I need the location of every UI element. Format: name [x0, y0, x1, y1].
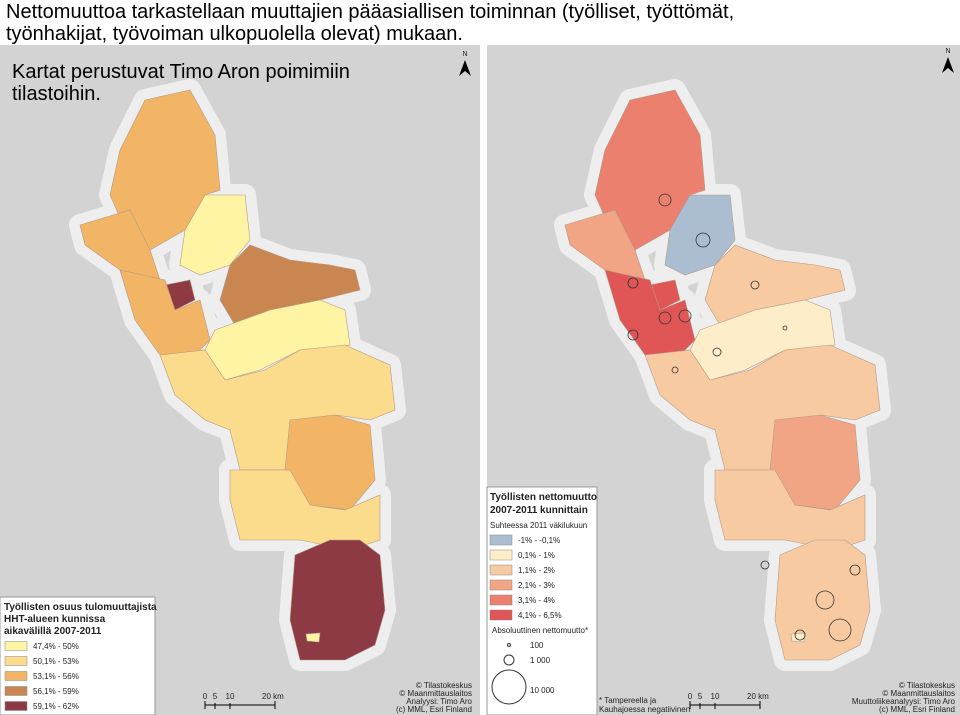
maps — [69, 79, 891, 671]
legend-items: 47,4% - 50% 50,1% - 53% 53,1% - 56% 56,1% -… — [4, 641, 79, 711]
legend-swatch — [489, 564, 513, 576]
legend-label: 0,1% - 1% — [518, 551, 555, 560]
size-symbol — [507, 643, 511, 647]
size-label: 1 000 — [530, 656, 551, 665]
migration-symbol — [849, 564, 861, 576]
migration-symbol — [695, 232, 711, 248]
scale-label: 10 — [226, 692, 235, 701]
legend-swatch — [4, 686, 28, 696]
scale-label: 20 km — [262, 692, 284, 701]
credit: © Maanmittauslaitos — [399, 689, 472, 698]
map — [69, 79, 406, 671]
map — [554, 79, 891, 671]
legend-swatch — [489, 609, 513, 621]
legend-title: Työllisten nettomuutto — [490, 492, 597, 503]
credit: © Tilastokeskus — [416, 681, 472, 690]
migration-symbol — [794, 629, 806, 641]
legend-swatch — [489, 549, 513, 561]
legend-swatch — [489, 534, 513, 546]
scale-label: 5 — [213, 692, 218, 701]
legend-subtitle: Suhteessa 2011 väkilukuun — [490, 521, 587, 530]
credit: (c) MML, Esri Finland — [879, 705, 955, 714]
credit: © Tilastokeskus — [899, 681, 955, 690]
footnote: Kauhajoessa negatiivinen — [599, 705, 690, 714]
north-arrow — [459, 60, 471, 76]
title-line: Nettomuuttoa tarkastellaan muuttajien pä… — [6, 1, 734, 23]
migration-symbol — [760, 560, 770, 570]
legend-label: 56,1% - 59% — [33, 687, 79, 696]
legend-label: 50,1% - 53% — [33, 657, 79, 666]
size-symbol — [491, 669, 527, 705]
left-scale: 0 5 10 20 km — [203, 692, 284, 709]
legend-swatch — [489, 579, 513, 591]
municipality — [305, 632, 321, 643]
footnote: * Tampereella ja — [599, 696, 657, 705]
migration-symbol — [627, 329, 639, 341]
migration-symbol — [658, 193, 672, 207]
migration-symbol — [782, 325, 788, 331]
legend-label: 53,1% - 56% — [33, 672, 79, 681]
credit: Muuttoliikeanalyysi: Timo Aro — [852, 697, 956, 706]
municipality — [714, 469, 866, 551]
credit: © Maanmittauslaitos — [882, 689, 955, 698]
north-label: N — [462, 51, 467, 58]
municipality — [644, 344, 881, 471]
legend-swatch — [4, 701, 28, 711]
size-legend-title: Absoluuttinen nettomuutto* — [492, 626, 588, 635]
legend-label: 3,1% - 4% — [518, 596, 555, 605]
size-symbol — [503, 654, 515, 666]
municipality — [664, 194, 736, 276]
title-line: työnhakijat, työvoiman ulkopuolella olev… — [6, 23, 463, 45]
subtitle-line: tilastoihin. — [12, 83, 101, 105]
municipality — [179, 194, 251, 276]
credit: Analyysi: Timo Aro — [406, 697, 472, 706]
migration-symbol — [627, 277, 639, 289]
migration-symbol — [815, 590, 835, 610]
legend-label: 1,1% - 2% — [518, 566, 555, 575]
municipality — [229, 469, 381, 551]
north-label: N — [945, 48, 950, 55]
scale-label: 20 km — [747, 692, 769, 701]
legend-swatch — [4, 641, 28, 651]
legend-title: 2007-2011 kunnittain — [490, 505, 588, 516]
legend-swatch — [489, 594, 513, 606]
legend-label: 47,4% - 50% — [33, 642, 79, 651]
subtitle-line: Kartat perustuvat Timo Aron poimimiin — [12, 61, 350, 83]
legend-label: 59,1% - 62% — [33, 702, 79, 711]
legend-swatch — [4, 656, 28, 666]
legend-swatch — [4, 671, 28, 681]
legend-items: -1% - -0,1% 0,1% - 1% 1,1% - 2% 2,1% - 3% 3,… — [489, 534, 562, 621]
migration-symbol — [828, 618, 852, 642]
legend-label: -1% - -0,1% — [518, 536, 560, 545]
legend-title: Työllisten osuus tulomuuttajista — [4, 602, 157, 613]
size-label: 10 000 — [530, 686, 555, 695]
scale-label: 5 — [698, 692, 703, 701]
credit: (c) MML, Esri Finland — [396, 705, 472, 714]
right-scale: 0 5 10 20 km — [688, 692, 769, 709]
migration-symbol — [712, 347, 722, 357]
migration-symbol — [750, 280, 760, 290]
scale-label: 0 — [688, 692, 693, 701]
legend-label: 2,1% - 3% — [518, 581, 555, 590]
north-arrow — [942, 57, 954, 73]
legend-title: aikavälillä 2007-2011 — [4, 626, 102, 637]
scale-label: 10 — [711, 692, 720, 701]
municipality — [289, 539, 386, 661]
migration-symbol — [658, 311, 672, 325]
municipality — [704, 244, 846, 326]
migration-symbol — [671, 366, 679, 374]
municipality — [790, 632, 806, 643]
scale-label: 0 — [203, 692, 208, 701]
migration-symbol — [678, 309, 692, 323]
size-label: 100 — [530, 641, 544, 650]
municipality — [159, 344, 396, 471]
legend-title: HHT-alueen kunnissa — [4, 614, 106, 625]
legend-label: 4,1% - 6,5% — [518, 611, 562, 620]
municipality — [219, 244, 361, 326]
municipality — [774, 539, 871, 661]
